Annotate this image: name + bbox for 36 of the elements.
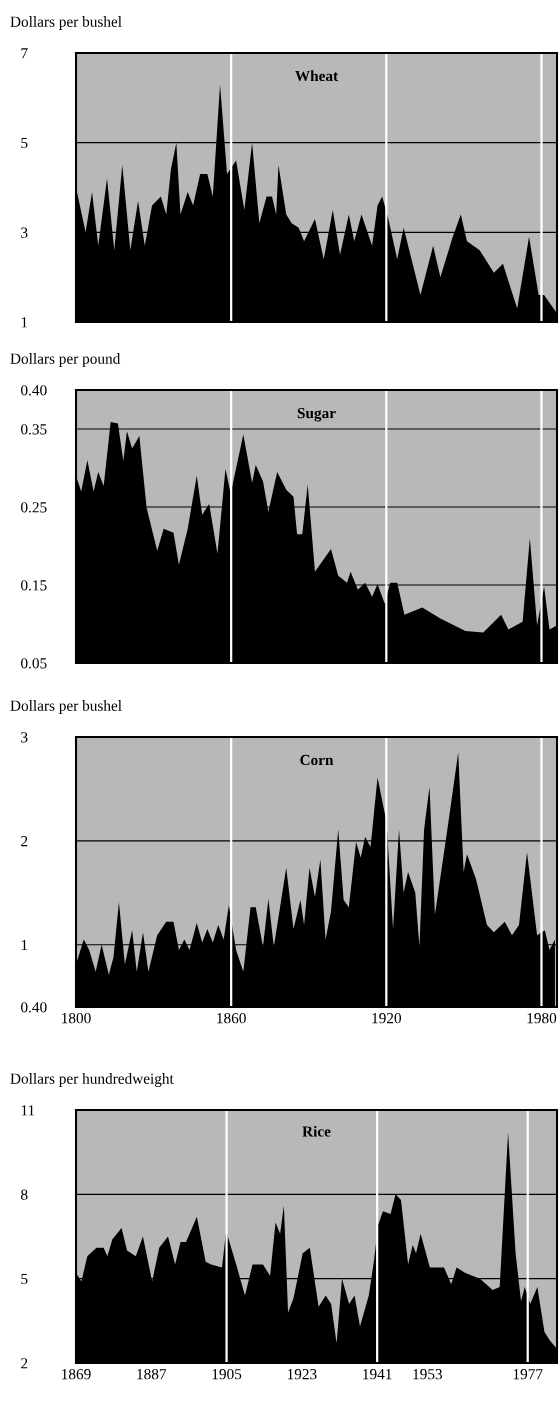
x-tick-label: 1800 xyxy=(62,1013,91,1024)
x-tick-label: 1887 xyxy=(137,1369,167,1380)
y-tick-label: 0.15 xyxy=(21,580,47,591)
y-axis-title: Dollars per pound xyxy=(10,353,121,367)
y-axis-title: Dollars per bushel xyxy=(10,16,122,30)
y-axis-title: Dollars per bushel xyxy=(10,700,122,714)
x-tick-label: 1923 xyxy=(287,1369,317,1380)
text: Wheat xyxy=(295,70,339,82)
y-tick-label: 5 xyxy=(21,137,28,149)
y-tick-label: 1 xyxy=(21,939,28,950)
y-tick-label: 2 xyxy=(21,1358,28,1369)
y-tick-label: 0.40 xyxy=(21,1002,47,1013)
x-tick-label: 1953 xyxy=(413,1369,443,1380)
y-tick-label: 3 xyxy=(21,732,28,743)
x-tick-label: 1905 xyxy=(212,1369,242,1380)
x-tick-label: 1941 xyxy=(363,1369,392,1380)
x-tick-label: 1920 xyxy=(372,1013,402,1024)
y-tick-label: 2 xyxy=(21,836,28,847)
text: Sugar xyxy=(297,408,336,422)
y-tick-label: 5 xyxy=(21,1273,28,1285)
y-tick-label: 0.05 xyxy=(21,658,47,669)
y-tick-label: 0.35 xyxy=(21,424,47,435)
y-tick-label: 0.40 xyxy=(21,385,47,396)
x-tick-label: 1977 xyxy=(513,1369,543,1380)
y-tick-label: 3 xyxy=(21,227,28,238)
y-tick-label: 1 xyxy=(21,317,28,328)
x-tick-label: 1860 xyxy=(217,1013,246,1024)
y-tick-label: 7 xyxy=(21,48,28,59)
y-tick-label: 11 xyxy=(21,1105,35,1116)
x-tick-label: 1980 xyxy=(527,1013,557,1024)
y-tick-label: 0.25 xyxy=(21,502,47,513)
y-axis-title: Dollars per hundredweight xyxy=(10,1073,174,1087)
text: Corn xyxy=(300,754,334,766)
y-tick-label: 8 xyxy=(21,1189,28,1200)
x-tick-label: 1869 xyxy=(62,1369,91,1380)
text: Rice xyxy=(302,1125,331,1137)
